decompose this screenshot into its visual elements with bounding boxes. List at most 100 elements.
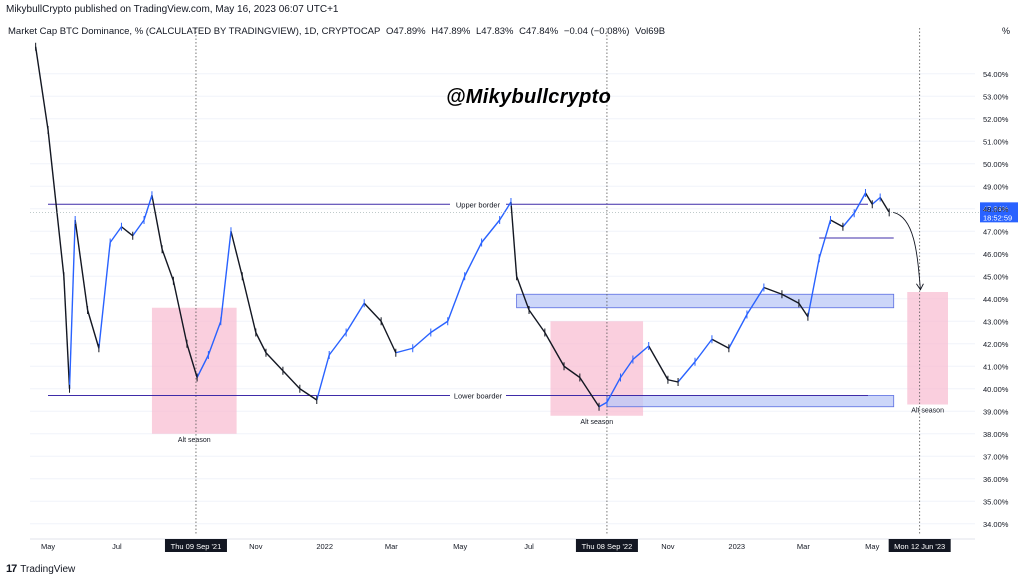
price-segment xyxy=(447,276,466,322)
x-tick-label: 2022 xyxy=(316,542,333,551)
price-segment xyxy=(196,354,210,378)
price-segment xyxy=(694,338,713,363)
author-watermark: @Mikybullcrypto xyxy=(446,86,612,108)
x-tick-label: Jul xyxy=(524,542,534,551)
x-tick-label: Jul xyxy=(112,542,122,551)
x-tick-highlight xyxy=(164,539,227,552)
blue-zone xyxy=(516,293,895,309)
price-segment xyxy=(151,195,163,250)
pink-zone xyxy=(907,292,948,405)
level-label-bg xyxy=(450,390,506,401)
price-segment xyxy=(220,231,232,322)
price-segment xyxy=(648,345,669,381)
price-segment xyxy=(412,331,432,349)
price-segment xyxy=(132,219,145,237)
legend-high: H47.89% xyxy=(431,26,471,37)
y-tick-label: 38.00% xyxy=(983,430,1009,439)
price-segment xyxy=(34,46,49,131)
price-segment xyxy=(47,129,65,277)
y-tick-label: 51.00% xyxy=(983,137,1009,146)
y-tick-label: 44.00% xyxy=(983,295,1009,304)
price-segment xyxy=(632,345,650,361)
y-tick-label: 46.00% xyxy=(983,250,1009,259)
legend-title: Market Cap BTC Dominance, % (CALCULATED … xyxy=(8,26,381,37)
countdown: 18:52:59 xyxy=(983,213,1012,222)
y-tick-label: 54.00% xyxy=(983,70,1009,79)
price-segment xyxy=(380,320,397,354)
price-segment xyxy=(430,320,449,334)
x-tick-highlight xyxy=(575,539,638,552)
price-segment xyxy=(798,302,809,318)
price-segment xyxy=(619,359,634,378)
x-tick-label: Mar xyxy=(385,542,398,551)
price-segment xyxy=(121,226,134,237)
price-segment xyxy=(345,302,365,333)
price-segment xyxy=(853,192,867,214)
price-segment xyxy=(677,361,696,383)
price-segment xyxy=(68,219,76,389)
price-segment xyxy=(328,332,347,356)
x-tick-label: May xyxy=(865,542,879,551)
y-tick-label: 49.00% xyxy=(983,182,1009,191)
x-tick-label: Mon 12 Jun '23 xyxy=(894,542,945,551)
price-segment xyxy=(299,388,318,401)
x-tick-highlight xyxy=(888,539,951,552)
price-segment xyxy=(230,231,243,277)
zone-label: Alt season xyxy=(178,437,211,444)
footer-brand: TradingView xyxy=(20,563,76,575)
pink-zone xyxy=(151,307,237,434)
tradingview-logo-icon: 17 xyxy=(6,563,17,575)
price-segment xyxy=(63,276,71,389)
projection-arrow xyxy=(893,211,921,290)
price-chart[interactable]: Alt season Alt season Alt season Upper bord… xyxy=(0,0,1024,560)
y-tick-label: 43.00% xyxy=(983,317,1009,326)
price-segment xyxy=(481,219,501,243)
price-segment xyxy=(515,276,530,311)
price-segment xyxy=(728,314,748,349)
price-segment xyxy=(830,219,844,228)
price-segment xyxy=(395,347,413,354)
symbol-legend: Market Cap BTC Dominance, % (CALCULATED … xyxy=(8,26,668,37)
x-tick-label: Nov xyxy=(249,542,263,551)
price-segment xyxy=(98,242,111,349)
price-segment xyxy=(781,293,800,304)
price-badge xyxy=(980,202,1018,223)
price-segment xyxy=(807,258,820,317)
y-tick-label: 50.00% xyxy=(983,160,1009,169)
level-label: Upper border xyxy=(456,200,501,209)
price-segment xyxy=(864,192,873,205)
x-tick-label: May xyxy=(41,542,55,551)
price-segment xyxy=(711,338,730,349)
price-segment xyxy=(172,280,188,344)
arrow-head-icon xyxy=(916,283,924,291)
x-tick-label: Thu 09 Sep '21 xyxy=(171,542,222,551)
price-segment xyxy=(143,195,153,221)
zone-label: Alt season xyxy=(580,419,613,426)
x-tick-label: Thu 08 Sep '22 xyxy=(582,542,633,551)
price-segment xyxy=(363,302,382,322)
x-tick-label: Nov xyxy=(661,542,675,551)
y-tick-label: 37.00% xyxy=(983,452,1009,461)
price-segment xyxy=(499,201,512,221)
level-label: Lower boarder xyxy=(454,392,503,401)
y-tick-label: 47.00% xyxy=(983,227,1009,236)
y-tick-label: 52.00% xyxy=(983,115,1009,124)
price-segment xyxy=(544,332,565,367)
zone-label: Alt season xyxy=(911,408,944,415)
x-tick-label: 2023 xyxy=(728,542,745,551)
price-segment xyxy=(207,321,222,356)
price-segment xyxy=(316,354,330,401)
legend-open: O47.89% xyxy=(386,26,426,37)
price-segment xyxy=(598,401,608,408)
price-segment xyxy=(241,276,257,333)
price-segment xyxy=(161,249,175,281)
price-segment xyxy=(74,219,89,311)
y-tick-label: 45.00% xyxy=(983,272,1009,281)
legend-volume: Vol69B xyxy=(635,26,666,37)
price-segment xyxy=(109,226,123,243)
price-segment xyxy=(818,219,832,259)
price-segment xyxy=(871,196,881,205)
price-segment xyxy=(763,286,783,295)
y-tick-label: 40.00% xyxy=(983,385,1009,394)
legend-low: L47.83% xyxy=(476,26,514,37)
